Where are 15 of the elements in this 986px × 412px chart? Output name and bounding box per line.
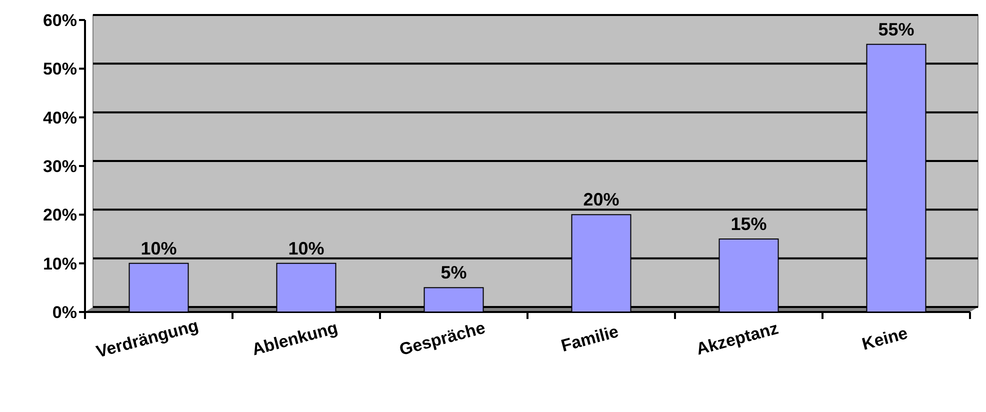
y-tick-label: 30% bbox=[42, 156, 77, 176]
data-label: 20% bbox=[583, 190, 620, 210]
y-tick-label: 20% bbox=[42, 206, 77, 225]
data-label: 55% bbox=[878, 19, 914, 40]
y-tick-label: 10% bbox=[42, 254, 77, 274]
y-tick-label: 60% bbox=[42, 10, 77, 30]
data-label: 15% bbox=[730, 214, 767, 234]
y-tick-label: 40% bbox=[42, 108, 77, 128]
data-label: 5% bbox=[440, 262, 467, 283]
data-label: 10% bbox=[288, 238, 324, 258]
y-tick-label: 50% bbox=[42, 60, 77, 79]
x-tick-label: Familie bbox=[559, 322, 621, 356]
y-tick-label: 0% bbox=[52, 302, 77, 322]
x-tick-label: Keine bbox=[860, 324, 910, 354]
data-label: 10% bbox=[140, 238, 177, 258]
